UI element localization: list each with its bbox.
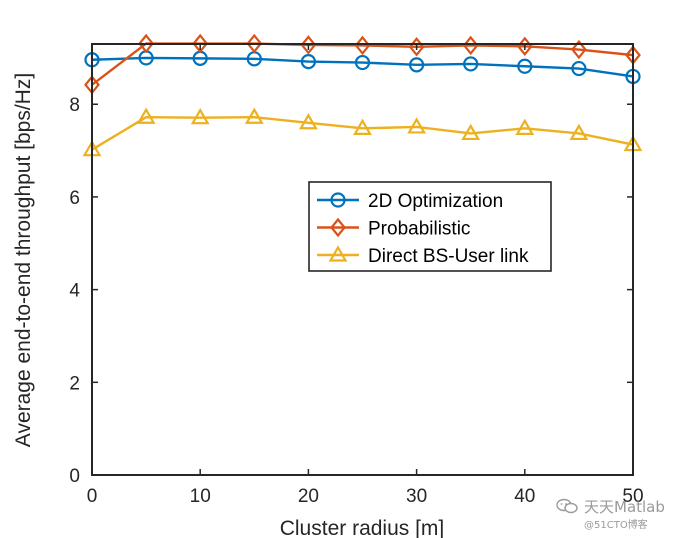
data-point xyxy=(190,107,210,125)
data-point xyxy=(353,118,372,135)
data-point xyxy=(138,33,155,54)
x-tick-label: 0 xyxy=(87,486,98,507)
data-point xyxy=(569,123,589,141)
legend-entry: Probabilistic xyxy=(317,217,470,240)
legend-entry: Direct BS-User link xyxy=(317,245,529,267)
y-axis-label: Average end-to-end throughput [bps/Hz] xyxy=(12,73,35,447)
legend-label: Probabilistic xyxy=(368,219,470,240)
data-point xyxy=(354,35,371,56)
data-point xyxy=(354,54,371,71)
x-tick-label: 30 xyxy=(406,486,427,507)
data-point xyxy=(300,35,317,55)
legend: 2D Optimization Probabilistic Direct BS-Us… xyxy=(308,181,552,272)
plot-area xyxy=(82,33,643,157)
data-point xyxy=(461,123,481,141)
series-line xyxy=(91,116,634,151)
watermark-subtitle: @51CTO博客 xyxy=(584,520,648,531)
legend-marker xyxy=(330,192,346,208)
data-point xyxy=(517,58,533,74)
data-point xyxy=(407,117,427,134)
series-line xyxy=(91,56,634,78)
legend-label: 2D Optimization xyxy=(368,191,503,212)
data-point xyxy=(463,56,479,72)
watermark-title: 天天Matlab xyxy=(584,498,665,516)
legend-entry: 2D Optimization xyxy=(317,191,503,212)
y-tick-label: 2 xyxy=(69,373,80,394)
y-tick-label: 4 xyxy=(69,281,80,302)
watermark: 天天Matlab @51CTO博客 xyxy=(556,494,696,534)
y-tick-label: 6 xyxy=(69,188,80,209)
y-tick-label: 0 xyxy=(69,466,80,487)
axes-box xyxy=(91,43,634,476)
wechat-icon xyxy=(556,498,578,514)
data-point xyxy=(298,113,318,130)
data-point xyxy=(136,107,156,124)
data-point xyxy=(192,33,209,54)
series-direct-bs-user-link xyxy=(82,107,643,157)
x-tick-label: 40 xyxy=(514,486,535,507)
data-point xyxy=(571,60,587,77)
x-tick-label: 10 xyxy=(190,486,211,507)
x-axis-label: Cluster radius [m] xyxy=(280,517,445,538)
data-point xyxy=(515,118,535,135)
series-2d-optimization xyxy=(84,50,641,85)
data-point xyxy=(244,107,264,124)
legend-marker xyxy=(330,217,346,238)
series-line xyxy=(91,42,634,86)
data-point xyxy=(246,33,263,54)
x-tick-label: 20 xyxy=(298,486,319,507)
legend-marker xyxy=(328,245,348,262)
y-tick-label: 8 xyxy=(69,95,80,116)
legend-label: Direct BS-User link xyxy=(368,246,529,267)
data-point xyxy=(300,54,316,70)
axes: 0 10 20 30 40 50 0 2 4 6 8 xyxy=(69,43,644,507)
data-point xyxy=(462,35,479,56)
data-point xyxy=(570,39,587,60)
x-tick-label: 50 xyxy=(622,486,643,507)
data-point xyxy=(409,57,425,73)
